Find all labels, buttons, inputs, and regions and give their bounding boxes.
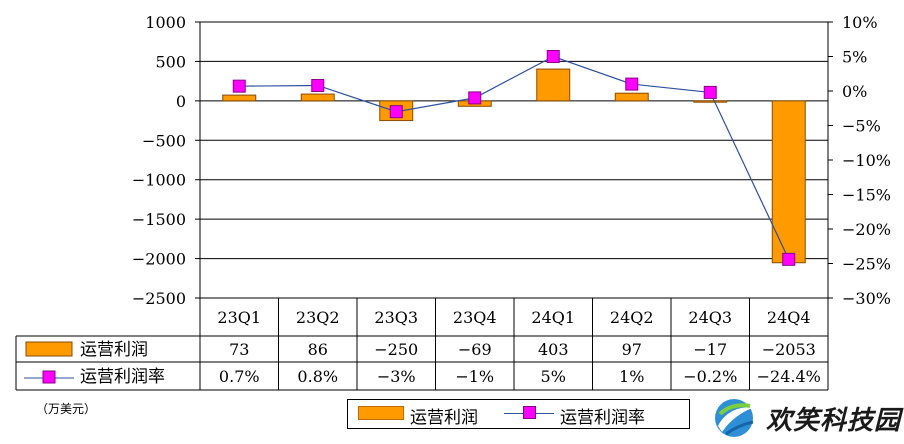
marker-23Q2 — [311, 78, 325, 92]
right-tick-label: 0% — [842, 82, 867, 101]
marker-24Q2 — [625, 77, 639, 91]
margin-line — [239, 55, 790, 260]
left-tick-label: −1000 — [132, 171, 186, 190]
data-table: 23Q1 23Q2 23Q3 23Q4 24Q1 24Q2 24Q3 24Q4 运营利润 73 86… — [15, 297, 829, 391]
right-tick-label: −25% — [842, 255, 891, 274]
right-tick-label: 5% — [842, 48, 867, 67]
category-label-24Q2: 24Q2 — [610, 308, 654, 327]
category-label-23Q1: 23Q1 — [217, 308, 261, 327]
bar-value-label-23Q1: 73 — [229, 340, 249, 359]
marker-23Q3 — [389, 105, 403, 119]
legend-line-label: 运营利润率 — [560, 408, 645, 428]
bar-24Q1 — [536, 68, 571, 102]
bar-value-label-24Q1: 403 — [538, 340, 569, 359]
left-tick-label: 0 — [176, 92, 186, 111]
table-bar-row-label: 运营利润 — [80, 340, 148, 360]
left-tick-label: 1000 — [145, 13, 186, 32]
margin-value-label-23Q1: 0.7% — [219, 367, 260, 386]
left-tick-label: −500 — [142, 131, 186, 150]
marker-24Q1 — [546, 50, 560, 63]
brand-text: 欢笑科技园 — [766, 406, 902, 436]
right-tick-label: −10% — [842, 151, 891, 170]
axes — [195, 21, 833, 299]
margin-value-label-23Q3: −3% — [377, 367, 416, 386]
legend-bar-label: 运营利润 — [410, 408, 478, 428]
bar-24Q2 — [614, 92, 649, 102]
margin-value-label-24Q3: −0.2% — [683, 367, 737, 386]
bar-value-label-23Q3: −250 — [374, 340, 418, 359]
table-bar-swatch — [25, 341, 73, 357]
tick-labels: 1000 500 0 −500 −1000 −1500 −2000 −2500 10% 5% 0% −… — [132, 13, 891, 308]
unit-note: （万美元） — [36, 402, 97, 416]
category-label-23Q3: 23Q3 — [374, 308, 418, 327]
category-label-24Q3: 24Q3 — [688, 308, 732, 327]
left-tick-label: 500 — [155, 52, 186, 71]
bar-23Q1 — [222, 94, 257, 102]
legend-line-marker — [523, 406, 536, 419]
bar-value-label-24Q2: 97 — [622, 340, 642, 359]
gridlines — [200, 21, 828, 299]
bar-24Q4 — [771, 100, 806, 264]
category-label-24Q1: 24Q1 — [531, 308, 575, 327]
right-tick-label: −5% — [842, 117, 881, 136]
brand-watermark: 欢笑科技园 — [712, 396, 902, 440]
margin-value-label-23Q4: −1% — [455, 367, 494, 386]
bar-series — [222, 68, 806, 264]
marker-24Q3 — [703, 85, 717, 99]
category-label-23Q4: 23Q4 — [453, 308, 497, 327]
left-tick-label: −2500 — [132, 289, 186, 308]
globe-swoosh-logo-icon — [715, 399, 754, 437]
table-line-row-label: 运营利润率 — [80, 367, 165, 387]
right-tick-label: −30% — [842, 289, 891, 308]
margin-value-label-24Q2: 1% — [619, 367, 644, 386]
right-tick-label: 10% — [842, 13, 878, 32]
marker-24Q4 — [782, 252, 796, 266]
right-tick-label: −20% — [842, 220, 891, 239]
left-tick-label: −1500 — [132, 210, 186, 229]
bar-value-label-23Q2: 86 — [308, 340, 328, 359]
legend: 运营利润 运营利润率 — [347, 399, 690, 429]
bar-value-label-24Q4: −2053 — [762, 340, 816, 359]
left-tick-label: −2000 — [132, 250, 186, 269]
margin-value-label-24Q1: 5% — [541, 367, 566, 386]
bar-value-label-23Q4: −69 — [458, 340, 492, 359]
bar-23Q2 — [300, 93, 335, 102]
marker-23Q4 — [468, 91, 482, 105]
legend-bar-swatch — [358, 406, 404, 420]
table-line-marker — [42, 370, 56, 384]
bar-value-label-24Q3: −17 — [693, 340, 727, 359]
line-series — [232, 50, 796, 266]
margin-value-label-24Q4: −24.4% — [757, 367, 821, 386]
right-tick-label: −15% — [842, 186, 891, 205]
margin-value-label-23Q2: 0.8% — [297, 367, 338, 386]
category-label-23Q2: 23Q2 — [296, 308, 340, 327]
marker-23Q1 — [232, 79, 246, 93]
category-label-24Q4: 24Q4 — [767, 308, 811, 327]
bar-24Q3 — [693, 100, 728, 103]
